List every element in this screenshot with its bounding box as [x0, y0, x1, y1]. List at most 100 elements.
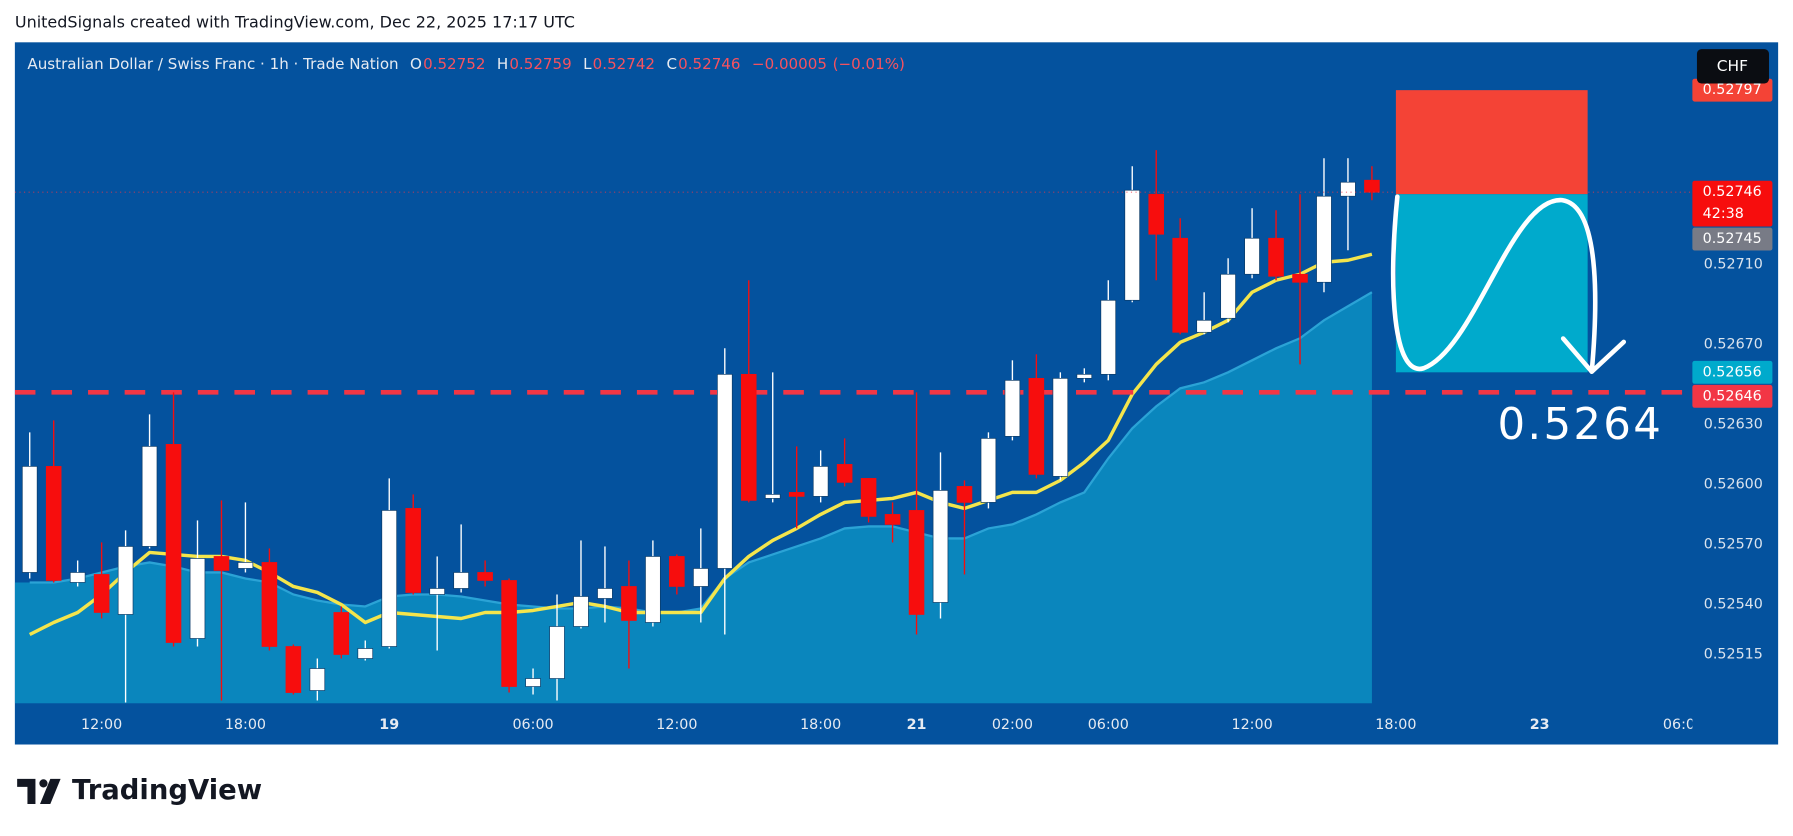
- price-label: 0.52656: [1703, 364, 1762, 380]
- y-tick-label: 0.52670: [1704, 336, 1763, 352]
- stop-zone: [1395, 90, 1588, 195]
- annotation: 0.5264: [1497, 400, 1663, 450]
- x-tick-label: 18:00: [225, 717, 266, 733]
- candle-body: [717, 373, 733, 569]
- candle-body: [1220, 273, 1236, 319]
- candle-body: [165, 444, 182, 643]
- candle-body: [1028, 377, 1045, 475]
- logo-mark: [17, 778, 36, 804]
- credit: UnitedSignals created with TradingView.c…: [15, 12, 575, 31]
- candle-body: [237, 562, 254, 569]
- y-tick-label: 0.52630: [1704, 416, 1763, 432]
- candle-body: [860, 478, 877, 517]
- price-label: 0.52746: [1703, 184, 1762, 200]
- candle-body: [621, 586, 637, 621]
- countdown: 42:38: [1703, 206, 1744, 222]
- candle-body: [788, 492, 805, 497]
- candle-body: [357, 648, 374, 659]
- price-label: 0.52646: [1703, 388, 1762, 404]
- candle-body: [549, 626, 565, 679]
- candle-body: [69, 572, 86, 583]
- candle-body: [453, 572, 469, 589]
- candle-body: [980, 438, 997, 503]
- logo-dot: [39, 779, 48, 788]
- candle-body: [189, 558, 206, 639]
- drawn-arrow: [1390, 194, 1598, 374]
- candle-body: [1340, 181, 1356, 197]
- x-tick-label: 12:00: [81, 717, 122, 733]
- currency: CHF: [1717, 57, 1748, 75]
- y-tick-label: 0.52515: [1704, 647, 1763, 663]
- x-tick-label: 21: [907, 717, 927, 733]
- candle-body: [429, 588, 445, 595]
- candle-body: [812, 466, 829, 497]
- price-label-box: [1692, 227, 1773, 251]
- candle-body: [884, 514, 901, 525]
- logo-text: TradingView: [72, 775, 262, 806]
- ohlc-value: 0.52742: [593, 55, 655, 73]
- x-tick-label: 18:00: [1375, 717, 1416, 733]
- candle-body: [573, 596, 589, 627]
- candle-body: [1172, 237, 1188, 333]
- candle-body: [764, 494, 781, 499]
- ohlc-value: 0.52759: [509, 55, 571, 73]
- candle-body: [117, 546, 134, 615]
- price-label-box: [1692, 360, 1773, 384]
- y-tick-label: 0.52570: [1704, 536, 1763, 552]
- candle-body: [645, 556, 661, 623]
- y-tick-label: 0.52600: [1704, 476, 1763, 492]
- logo-mark: [40, 778, 61, 804]
- price-label-box: [1692, 384, 1773, 408]
- x-tick-label: 02:00: [992, 717, 1033, 733]
- ohlc-letter: H: [497, 55, 508, 73]
- ohlc-letter: O: [410, 55, 422, 73]
- candle-body: [1196, 319, 1212, 333]
- plot-area: [14, 90, 1693, 704]
- currency-box: [1696, 49, 1769, 84]
- candle-body: [93, 574, 110, 613]
- x-tick-label: 19: [379, 717, 399, 733]
- candle-body: [333, 612, 350, 655]
- candle-body: [669, 556, 685, 587]
- candle-body: [1148, 193, 1164, 235]
- candle-body: [213, 556, 230, 571]
- x-tick-label: 12:00: [1232, 717, 1273, 733]
- candle-body: [477, 572, 493, 581]
- x-tick-label: 23: [1530, 717, 1550, 733]
- candle-body: [1076, 373, 1093, 379]
- candle-body: [836, 464, 853, 483]
- candle-body: [740, 373, 757, 501]
- change: −0.00005: [752, 55, 827, 73]
- candle-body: [1364, 179, 1380, 193]
- candle-body: [597, 588, 613, 599]
- ohlc-letter: L: [583, 55, 592, 73]
- target-zone: [1395, 194, 1588, 373]
- ohlc-letter: C: [666, 55, 677, 73]
- candle-body: [956, 486, 973, 503]
- candle-body: [405, 508, 421, 593]
- x-tick-label: 18:00: [800, 717, 841, 733]
- drawn-arrowhead: [1560, 336, 1627, 374]
- x-tick-label: 06:00: [1663, 717, 1704, 733]
- candle-body: [261, 562, 278, 647]
- candle-body: [1100, 299, 1117, 375]
- legend: Australian Dollar / Swiss Franc · 1h · T…: [27, 55, 905, 73]
- candle-body: [1292, 273, 1308, 283]
- ohlc-value: 0.52752: [423, 55, 485, 73]
- candle-body: [141, 446, 158, 547]
- candle-body: [309, 668, 326, 691]
- price-label-box: [1692, 78, 1773, 102]
- candle-body: [1244, 237, 1260, 275]
- x-tick-label: 12:00: [656, 717, 697, 733]
- tradingview-logo: TradingView: [17, 775, 262, 806]
- x-tick-label: 06:00: [1088, 717, 1129, 733]
- price-label: 0.52745: [1703, 231, 1762, 247]
- price-label-box: [1692, 180, 1773, 227]
- candle-body: [1316, 195, 1332, 283]
- candle-body: [1124, 189, 1141, 301]
- change-pct: (−0.01%): [833, 55, 905, 73]
- x-tick-label: 06:00: [512, 717, 553, 733]
- time-axis: 12:00 18:00 19 06:00 12:00 18:00 21 02:00 06:00 1…: [81, 717, 1704, 733]
